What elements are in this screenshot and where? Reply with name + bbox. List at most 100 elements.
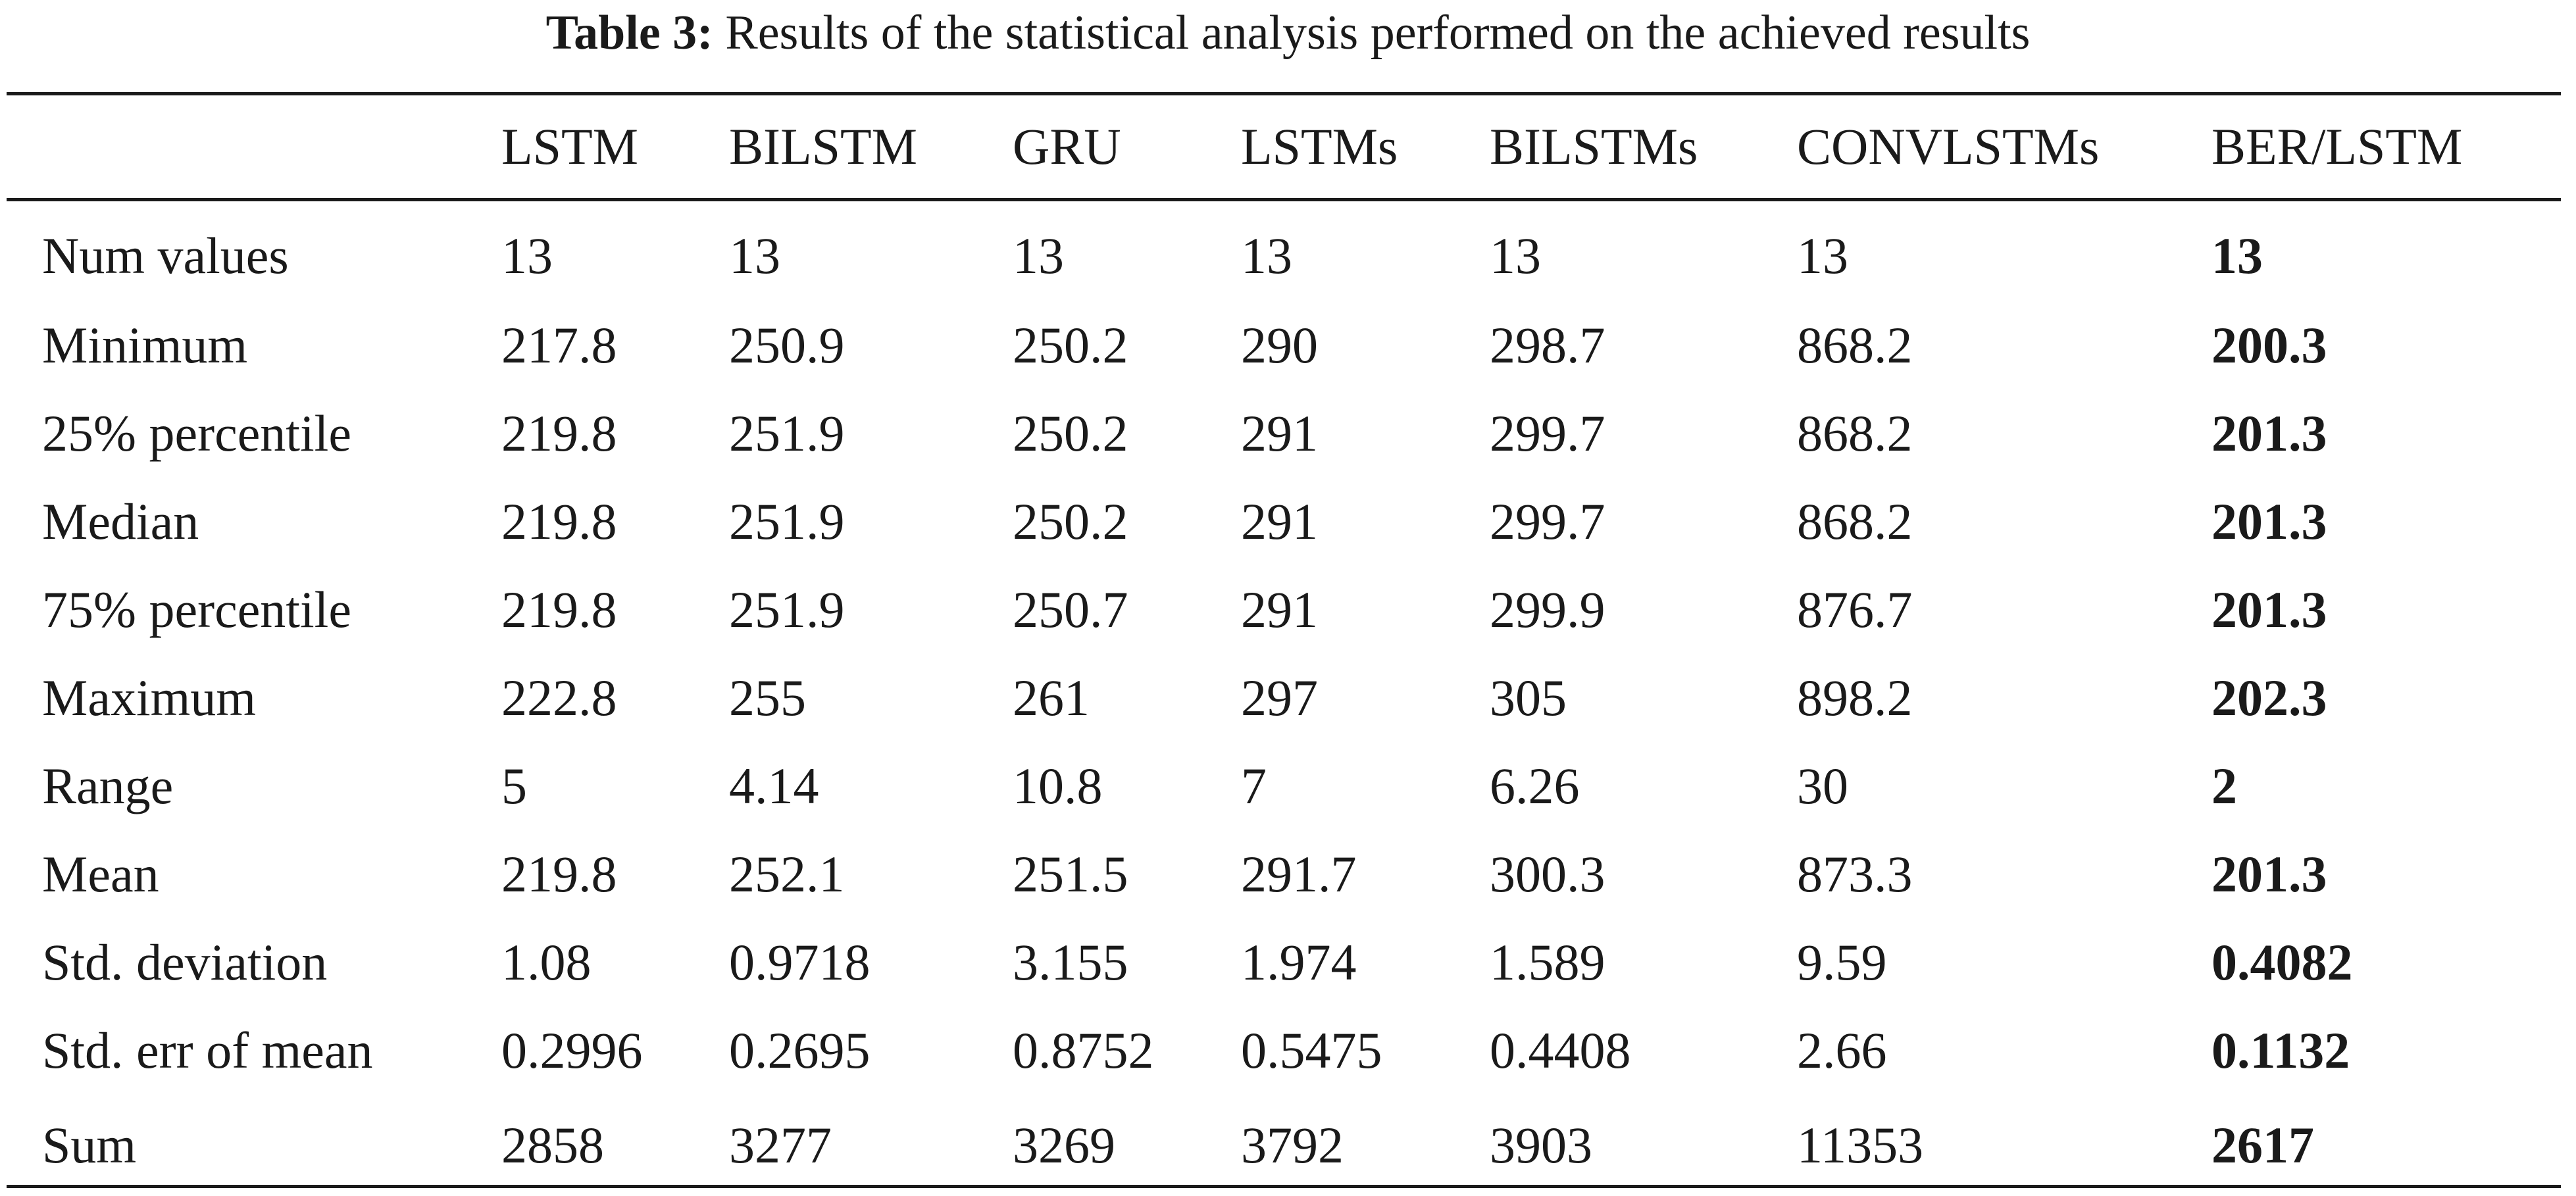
table-cell: 868.2 xyxy=(1797,493,1913,550)
table-cell: 0.8752 xyxy=(1013,1022,1154,1079)
table-cell-best: 201.3 xyxy=(2211,845,2327,903)
table-cell: 255 xyxy=(729,669,806,726)
row-label: Maximum xyxy=(42,669,256,726)
table-cell-best: 2 xyxy=(2211,757,2237,814)
table-cell: 251.9 xyxy=(729,405,845,462)
table-cell: 10.8 xyxy=(1013,757,1103,814)
table-cell: 0.4408 xyxy=(1490,1022,1631,1079)
header-cell-stat xyxy=(0,95,501,198)
header-cell-bilstms: BILSTMs xyxy=(1490,118,1698,175)
table-cell: 7 xyxy=(1241,757,1267,814)
table-cell: 1.589 xyxy=(1490,934,1605,991)
table-cell: 299.7 xyxy=(1490,405,1605,462)
table-caption-label: Table 3: xyxy=(545,6,713,60)
header-cell-bilstm: BILSTM xyxy=(729,118,918,175)
table-bottom-rule xyxy=(7,1185,2561,1188)
table-cell: 305 xyxy=(1490,669,1567,726)
table-row: Std. err of mean 0.2996 0.2695 0.8752 0.… xyxy=(0,1007,2576,1095)
row-label: Std. err of mean xyxy=(42,1022,373,1079)
header-cell-lstm: LSTM xyxy=(501,118,639,175)
table-cell: 299.9 xyxy=(1490,581,1605,638)
table-caption: Table 3: Results of the statistical anal… xyxy=(0,0,2576,92)
row-label: Mean xyxy=(42,845,159,903)
table-cell: 290 xyxy=(1241,316,1318,374)
table-cell: 298.7 xyxy=(1490,316,1605,374)
table-cell-best: 202.3 xyxy=(2211,669,2327,726)
table-cell: 11353 xyxy=(1797,1116,1924,1174)
table-cell: 291 xyxy=(1241,581,1318,638)
table-cell: 291.7 xyxy=(1241,845,1357,903)
table-cell: 30 xyxy=(1797,757,1848,814)
table-cell-best: 0.1132 xyxy=(2211,1022,2350,1079)
table-cell: 3269 xyxy=(1013,1116,1115,1174)
table-row: Minimum 217.8 250.9 250.2 290 298.7 868.… xyxy=(0,301,2576,389)
table-cell: 873.3 xyxy=(1797,845,1913,903)
header-row: LSTM BILSTM GRU LSTMs BILSTMs CONVLSTMs … xyxy=(0,95,2576,198)
table-cell: 252.1 xyxy=(729,845,845,903)
table-cell: 291 xyxy=(1241,405,1318,462)
table-row: Std. deviation 1.08 0.9718 3.155 1.974 1… xyxy=(0,918,2576,1007)
table-cell: 4.14 xyxy=(729,757,819,814)
table-cell: 0.2695 xyxy=(729,1022,871,1079)
row-label: Sum xyxy=(42,1116,137,1174)
table-cell: 5 xyxy=(501,757,527,814)
table-caption-text: Results of the statistical analysis perf… xyxy=(725,6,2031,60)
table-row: Maximum 222.8 255 261 297 305 898.2 202.… xyxy=(0,654,2576,742)
header-cell-ber-lstm: BER/LSTM xyxy=(2211,118,2463,175)
table-cell: 297 xyxy=(1241,669,1318,726)
table-cell: 219.8 xyxy=(501,405,617,462)
table-cell: 3792 xyxy=(1241,1116,1344,1174)
table-cell-best: 201.3 xyxy=(2211,405,2327,462)
table-cell: 250.2 xyxy=(1013,316,1128,374)
table-row: Median 219.8 251.9 250.2 291 299.7 868.2… xyxy=(0,478,2576,566)
table-cell: 219.8 xyxy=(501,581,617,638)
table-cell: 250.7 xyxy=(1013,581,1128,638)
table-cell-best: 200.3 xyxy=(2211,316,2327,374)
table-cell: 250.9 xyxy=(729,316,845,374)
table-row: 75% percentile 219.8 251.9 250.7 291 299… xyxy=(0,566,2576,654)
table-cell: 0.2996 xyxy=(501,1022,643,1079)
table-cell: 250.2 xyxy=(1013,493,1128,550)
table-row: Mean 219.8 252.1 251.5 291.7 300.3 873.3… xyxy=(0,830,2576,918)
table-cell: 868.2 xyxy=(1797,316,1913,374)
row-label: Range xyxy=(42,757,174,814)
table-cell: 13 xyxy=(1013,227,1064,284)
table-cell: 0.9718 xyxy=(729,934,871,991)
table-cell: 251.5 xyxy=(1013,845,1128,903)
row-label: 25% percentile xyxy=(42,405,351,462)
table-cell: 291 xyxy=(1241,493,1318,550)
table-cell: 2858 xyxy=(501,1116,604,1174)
table-cell-best: 2617 xyxy=(2211,1116,2314,1174)
table-cell: 222.8 xyxy=(501,669,617,726)
table-cell: 217.8 xyxy=(501,316,617,374)
row-label: 75% percentile xyxy=(42,581,351,638)
results-table: LSTM BILSTM GRU LSTMs BILSTMs CONVLSTMs … xyxy=(0,95,2576,1196)
table-cell: 13 xyxy=(729,227,780,284)
table-cell: 9.59 xyxy=(1797,934,1887,991)
table-cell: 261 xyxy=(1013,669,1090,726)
table-cell-best: 201.3 xyxy=(2211,493,2327,550)
table-header-rule xyxy=(7,198,2561,201)
table-cell: 13 xyxy=(1490,227,1541,284)
row-label: Num values xyxy=(42,227,289,284)
table-cell: 6.26 xyxy=(1490,757,1580,814)
table-cell: 219.8 xyxy=(501,845,617,903)
table-cell-best: 13 xyxy=(2211,227,2263,284)
table-row: Num values 13 13 13 13 13 13 13 xyxy=(0,198,2576,301)
table-cell: 3903 xyxy=(1490,1116,1592,1174)
row-label: Minimum xyxy=(42,316,248,374)
header-cell-lstms: LSTMs xyxy=(1241,118,1398,175)
row-label: Std. deviation xyxy=(42,934,328,991)
table-cell: 1.974 xyxy=(1241,934,1357,991)
table-cell: 3277 xyxy=(729,1116,832,1174)
table-cell: 13 xyxy=(1797,227,1848,284)
table-cell: 299.7 xyxy=(1490,493,1605,550)
table-cell: 2.66 xyxy=(1797,1022,1887,1079)
table-cell: 1.08 xyxy=(501,934,592,991)
table-cell: 219.8 xyxy=(501,493,617,550)
table-cell: 251.9 xyxy=(729,581,845,638)
table-top-rule xyxy=(7,92,2561,95)
table-cell: 876.7 xyxy=(1797,581,1913,638)
table-cell: 13 xyxy=(1241,227,1292,284)
table-row: Range 5 4.14 10.8 7 6.26 30 2 xyxy=(0,742,2576,830)
